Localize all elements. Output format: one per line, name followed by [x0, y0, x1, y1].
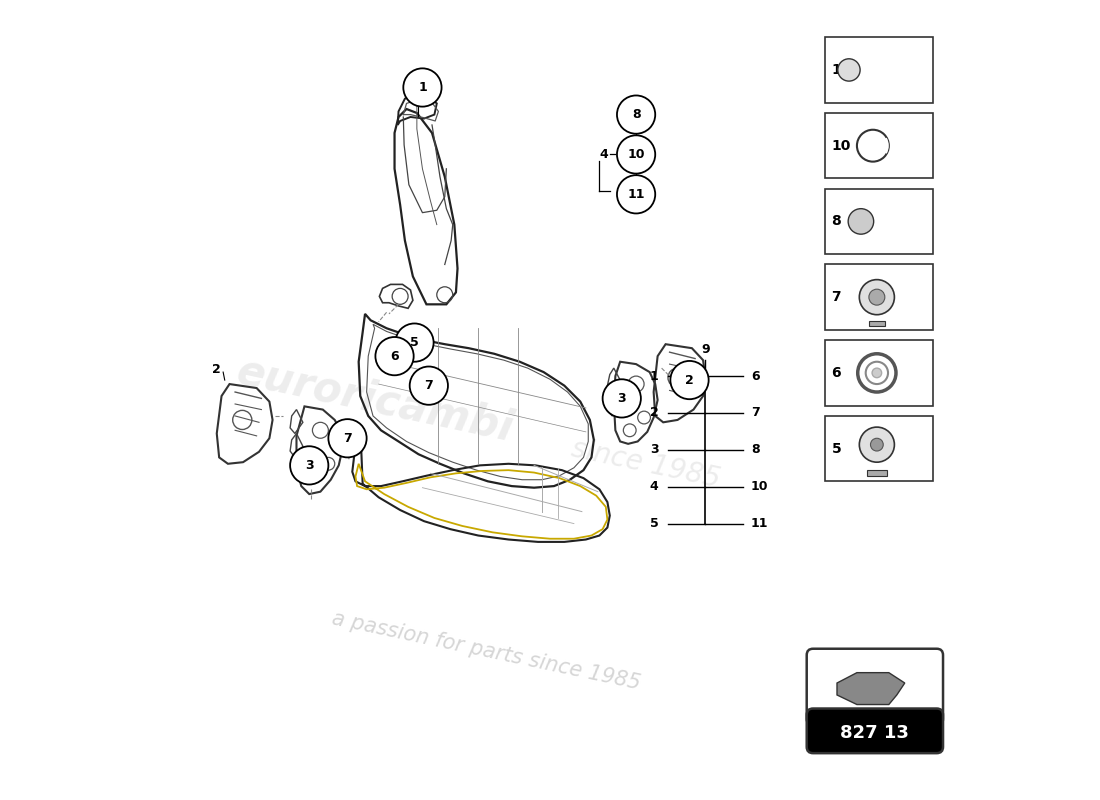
Text: 827 13: 827 13	[840, 724, 910, 742]
FancyBboxPatch shape	[806, 649, 943, 726]
Text: 4: 4	[600, 148, 608, 161]
Text: 7: 7	[343, 432, 352, 445]
Circle shape	[617, 175, 656, 214]
Circle shape	[290, 446, 329, 485]
Text: 1: 1	[650, 370, 659, 382]
FancyBboxPatch shape	[806, 709, 943, 753]
Text: 10: 10	[751, 480, 769, 493]
Circle shape	[329, 419, 366, 458]
Wedge shape	[873, 138, 889, 154]
Circle shape	[395, 323, 433, 362]
Text: 8: 8	[751, 443, 759, 456]
Text: 1: 1	[418, 81, 427, 94]
FancyBboxPatch shape	[825, 340, 933, 406]
Text: 9: 9	[701, 343, 710, 356]
Circle shape	[617, 135, 656, 174]
Text: 7: 7	[832, 290, 842, 304]
Text: 4: 4	[650, 480, 659, 493]
Circle shape	[409, 366, 448, 405]
Text: 10: 10	[832, 138, 850, 153]
Circle shape	[870, 438, 883, 451]
Text: 11: 11	[832, 63, 851, 77]
Circle shape	[375, 337, 414, 375]
Text: 3: 3	[305, 459, 314, 472]
Text: 2: 2	[685, 374, 694, 386]
FancyBboxPatch shape	[825, 416, 933, 482]
Text: 5: 5	[650, 517, 659, 530]
Polygon shape	[837, 673, 905, 705]
FancyBboxPatch shape	[825, 189, 933, 254]
Text: 11: 11	[751, 517, 769, 530]
Text: 6: 6	[751, 370, 759, 382]
Text: 5: 5	[410, 336, 419, 349]
FancyBboxPatch shape	[825, 38, 933, 102]
Text: 6: 6	[832, 366, 842, 380]
Text: a passion for parts since 1985: a passion for parts since 1985	[330, 609, 642, 694]
Text: 11: 11	[627, 188, 645, 201]
Text: 2: 2	[650, 406, 659, 419]
Text: 5: 5	[832, 442, 842, 456]
Circle shape	[617, 95, 656, 134]
FancyBboxPatch shape	[869, 321, 884, 326]
Text: 8: 8	[832, 214, 842, 229]
Text: 8: 8	[631, 108, 640, 121]
Circle shape	[872, 368, 881, 378]
FancyBboxPatch shape	[867, 470, 888, 476]
Circle shape	[869, 289, 884, 305]
Text: 10: 10	[627, 148, 645, 161]
Circle shape	[859, 427, 894, 462]
Circle shape	[848, 209, 873, 234]
FancyBboxPatch shape	[825, 265, 933, 330]
FancyBboxPatch shape	[825, 113, 933, 178]
Text: 7: 7	[751, 406, 760, 419]
Text: 2: 2	[212, 363, 221, 376]
Text: 3: 3	[650, 443, 659, 456]
Circle shape	[838, 58, 860, 81]
Circle shape	[404, 68, 441, 106]
Text: 6: 6	[390, 350, 399, 362]
Text: 7: 7	[425, 379, 433, 392]
Circle shape	[859, 280, 894, 314]
Text: since 1985: since 1985	[569, 434, 723, 494]
Circle shape	[603, 379, 641, 418]
Text: euroricambi: euroricambi	[232, 350, 517, 450]
Circle shape	[670, 361, 708, 399]
Text: 3: 3	[617, 392, 626, 405]
